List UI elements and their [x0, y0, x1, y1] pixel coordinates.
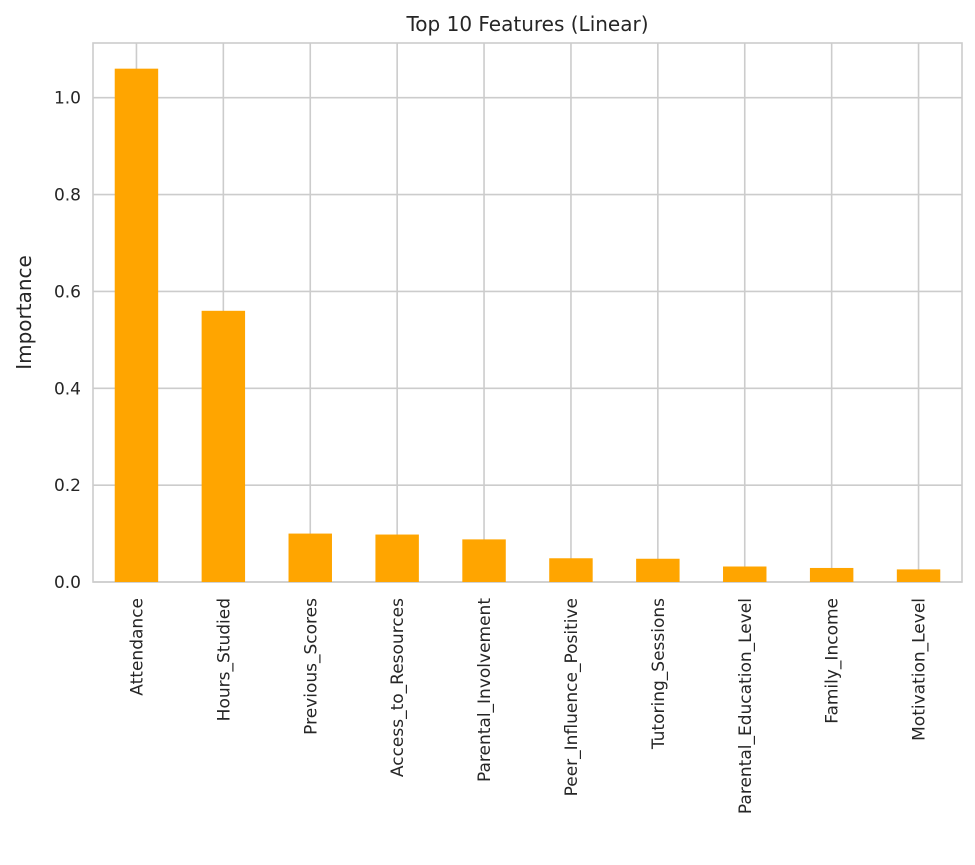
x-tick-label: Parental_Involvement	[475, 598, 495, 782]
x-tick-label: Peer_Influence_Positive	[562, 598, 582, 796]
y-tick-label: 0.8	[54, 186, 81, 206]
x-tick-label: Access_to_Resources	[388, 598, 408, 777]
bar-peer-influence-positive	[549, 558, 593, 582]
x-tick-label: Attendance	[127, 598, 147, 696]
y-tick-label: 0.0	[54, 573, 81, 593]
x-tick-label: Hours_Studied	[214, 598, 234, 721]
bar-access-to-resources	[375, 534, 419, 582]
y-tick-label: 0.4	[54, 379, 81, 399]
y-tick-labels: 0.0 0.2 0.4 0.6 0.8 1.0	[54, 89, 81, 593]
x-tick-label: Motivation_Level	[910, 598, 930, 741]
bar-hours-studied	[201, 310, 246, 582]
y-tick-label: 0.2	[54, 476, 81, 496]
x-tick-label: Tutoring_Sessions	[649, 598, 669, 750]
bar-parental-education-level	[723, 566, 767, 582]
bar-motivation-level	[896, 569, 941, 582]
x-tick-labels: Attendance Hours_Studied Previous_Scores Ac…	[127, 598, 929, 814]
x-tick-label: Family_Income	[823, 598, 843, 724]
bar-previous-scores	[288, 533, 332, 582]
y-tick-label: 1.0	[54, 89, 81, 109]
bar-tutoring-sessions	[636, 558, 680, 582]
x-tick-label: Parental_Education_Level	[736, 598, 756, 814]
bar-family-income	[809, 567, 854, 582]
bars	[114, 68, 941, 582]
x-gridlines	[135, 43, 920, 582]
y-axis-label: Importance	[12, 255, 36, 370]
x-tick-label: Previous_Scores	[301, 598, 321, 735]
bar-attendance	[114, 68, 159, 582]
bar-parental-involvement	[462, 539, 506, 582]
chart-title: Top 10 Features (Linear)	[405, 12, 648, 36]
y-tick-label: 0.6	[54, 282, 81, 302]
